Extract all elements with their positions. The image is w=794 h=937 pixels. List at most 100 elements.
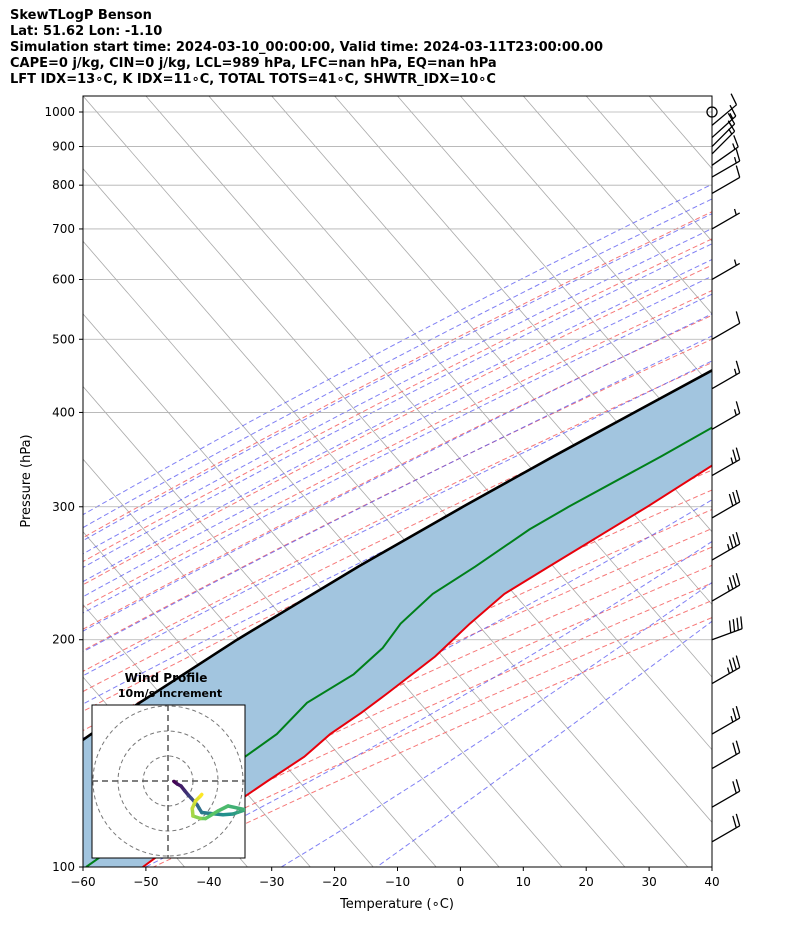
barb-feather [735,705,741,719]
barb-feather [732,742,737,755]
barb-half-feather [730,457,734,464]
barb-half-feather [733,156,737,164]
barb-staff [711,160,741,178]
isotherm-line [83,168,689,867]
y-tick-label: 100 [52,860,75,874]
isotherm-line [775,96,794,867]
y-tick-label: 600 [52,272,75,286]
moist-adiabat [83,389,712,705]
wind-barb [711,208,741,230]
barb-feather [735,311,741,324]
barb-feather [730,93,738,106]
barb-half-feather [726,584,730,592]
isotherm-line [522,96,712,315]
barb-staff [711,790,741,808]
barb-feather [732,707,737,721]
wind-barb [711,259,741,281]
wind-barb [711,573,741,602]
barb-staff [711,412,741,430]
moist-adiabat [83,243,712,569]
barb-staff [711,666,741,685]
barb-feather [732,575,737,588]
barb-half-feather [726,543,730,551]
y-tick-label: 800 [52,178,75,192]
barb-staff [711,262,741,281]
barb-feather [732,781,737,794]
wind-barb [711,148,741,178]
wind-barb [711,360,741,390]
barb-half-feather [733,368,737,375]
wind-barb [711,311,741,340]
barb-feather [728,493,734,507]
barb-feather [735,360,741,373]
barb-feather [735,489,741,503]
x-tick-label: 20 [579,875,594,889]
barb-half-feather [729,113,734,120]
barb-feather [735,165,741,178]
isotherm-line [585,96,712,242]
barb-half-feather [733,259,737,266]
barb-half-feather [726,667,730,674]
barb-feather [735,655,741,668]
hodograph-subtitle: 10m/s increment [118,687,222,700]
moist-adiabat [83,227,712,555]
wind-barb [711,401,741,430]
x-tick-label: −60 [70,875,95,889]
dry-adiabat [83,384,712,693]
wind-barb [711,813,741,843]
dry-adiabat [83,264,712,586]
barb-feather [740,616,743,629]
axes: −60 −50 −40 −30 −20 −10 0 10 20 30 40 1000 900 800 700… [44,95,720,889]
wind-barb [711,740,741,770]
wind-barb [711,489,741,519]
wind-barb [711,93,738,126]
chart-header: SkewTLogP Benson Lat: 51.62 Lon: -1.10 S… [10,8,603,88]
hodograph-segment [198,792,204,798]
moist-adiabat [83,198,712,529]
isotherm-line [83,240,626,867]
y-tick-label: 1000 [44,105,75,119]
location-line: Lat: 51.62 Lon: -1.10 [10,24,163,39]
wind-barb [711,616,743,641]
wind-barb [711,120,736,155]
barb-feather [735,779,741,792]
dry-adiabat [83,527,712,821]
barb-feather [736,617,739,631]
x-tick-label: 30 [641,875,656,889]
moist-adiabat [83,293,712,614]
y-tick-label: 300 [52,500,75,514]
barb-staff [711,130,736,155]
y-axis-label: Pressure (hPa) [19,434,34,527]
temperature-line [142,464,712,867]
barb-staff [711,372,741,390]
barb-feather [732,657,737,670]
moist-adiabat [83,335,712,653]
barb-feather [732,619,736,632]
isotherm-line [83,96,712,823]
profiles [83,368,712,867]
hodograph-segment [216,804,230,813]
moist-adiabat [83,183,712,516]
barb-staff [711,543,741,561]
wind-barb [711,655,741,685]
barb-feather [732,449,737,462]
barb-feather [727,112,736,125]
isotherm-line [711,96,712,97]
x-tick-label: 40 [704,875,719,889]
x-tick-label: 10 [516,875,531,889]
barb-staff [711,176,741,195]
barb-feather [728,659,734,672]
mixing-ratio-line [762,96,794,280]
hodograph-title: Wind Profile [125,671,208,685]
dewpoint-line [85,426,712,867]
barb-staff [711,212,741,230]
mixing-ratio-lines [762,96,794,280]
x-tick-label: −40 [196,875,221,889]
barb-feather [728,620,732,633]
barb-feather [735,447,741,460]
dry-adiabat [83,290,712,608]
moist-adiabat [83,275,712,598]
barb-half-feather [728,128,733,135]
barb-feather [732,815,737,828]
wind-barb [711,779,741,808]
